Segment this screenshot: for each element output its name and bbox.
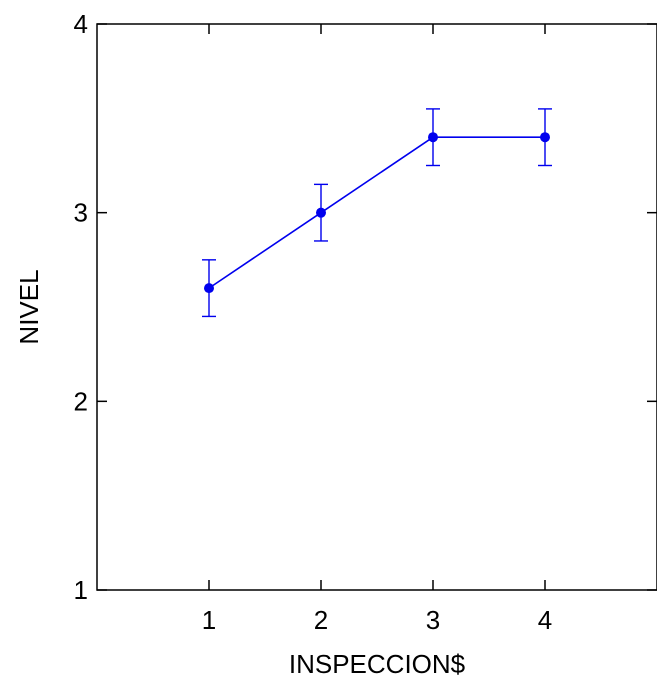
x-tick-label: 1 (202, 605, 216, 635)
data-point (540, 132, 550, 143)
data-line (208, 136, 545, 289)
data-point (204, 283, 214, 294)
x-tick-label: 3 (426, 605, 440, 635)
y-tick-label: 3 (74, 198, 88, 228)
plot-frame (96, 23, 657, 591)
y-tick-label: 1 (74, 575, 88, 605)
y-axis-title: NIVEL (14, 269, 44, 344)
y-tick-label: 4 (74, 9, 88, 39)
series-line (202, 108, 552, 318)
x-axis-title: INSPECCION$ (289, 649, 466, 679)
y-axis-ticks: 1 2 3 4 (74, 9, 657, 605)
data-point (428, 132, 438, 143)
x-tick-label: 2 (314, 605, 328, 635)
y-tick-label: 2 (74, 386, 88, 416)
data-point (316, 207, 326, 218)
x-tick-label: 4 (538, 605, 552, 635)
x-axis-ticks: 1 2 3 4 (202, 24, 552, 635)
